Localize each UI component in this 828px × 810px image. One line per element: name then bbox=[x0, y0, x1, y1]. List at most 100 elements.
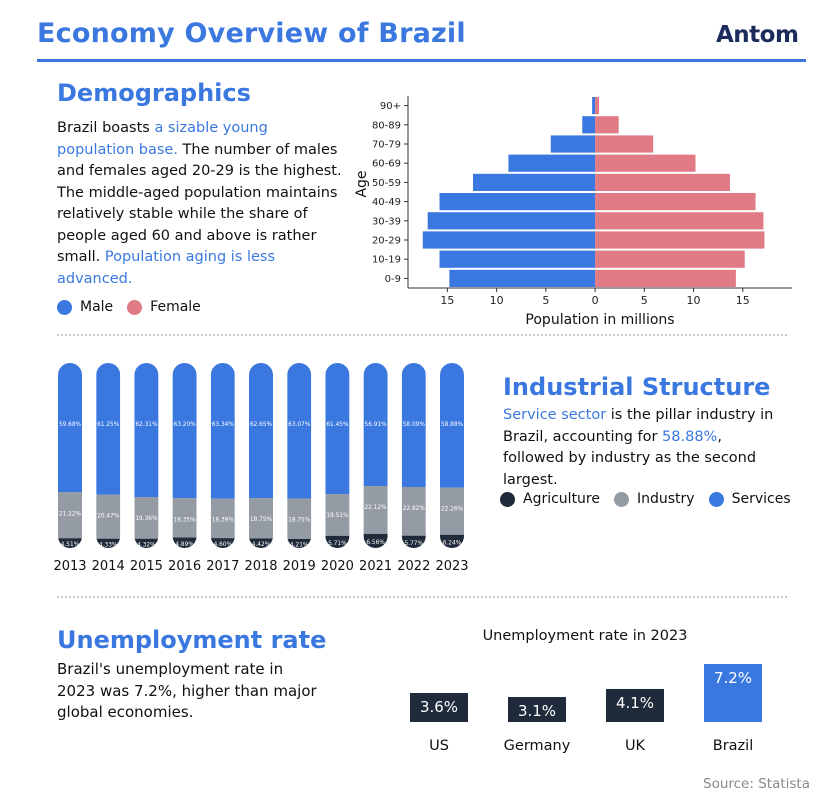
body-text: , followed by industry as the second lar… bbox=[503, 428, 757, 488]
agriculture-label-2016: 4.89% bbox=[175, 542, 194, 548]
bar-male-0-9 bbox=[449, 269, 596, 287]
industry-label-2021: 22.12% bbox=[365, 505, 388, 511]
y-tick-label: 80-89 bbox=[372, 120, 401, 131]
year-label-2023: 2023 bbox=[435, 559, 468, 574]
legend-label: Services bbox=[731, 491, 791, 507]
source-note: Source: Statista bbox=[703, 776, 810, 792]
x-tick-label: 5 bbox=[542, 294, 549, 307]
stack-column-2020 bbox=[325, 363, 350, 548]
year-label-2013: 2013 bbox=[53, 559, 86, 574]
bar-industry-2016 bbox=[172, 498, 197, 538]
bar-agriculture-2018 bbox=[249, 538, 273, 548]
legend-item-services: Services bbox=[708, 491, 791, 507]
section-divider-2 bbox=[57, 596, 787, 598]
value-label-uk: 4.1% bbox=[616, 694, 654, 712]
bar-industry-2015 bbox=[134, 497, 159, 539]
bar-male-50-59 bbox=[472, 173, 596, 191]
category-label-germany: Germany bbox=[504, 738, 571, 754]
y-tick-label: 0-9 bbox=[385, 274, 401, 285]
stack-column-2023 bbox=[440, 363, 464, 548]
unemployment-chart: Unemployment rate in 2023 3.6% US 3.1% Germa… bbox=[410, 628, 762, 754]
services-label-2018: 62.65% bbox=[250, 422, 273, 428]
y-tick-label: 10-19 bbox=[372, 255, 401, 266]
demographics-legend: Male Female bbox=[57, 299, 215, 315]
highlight-text: a sizable young population base. bbox=[57, 120, 268, 158]
industry-label-2023: 22.26% bbox=[441, 507, 464, 513]
y-tick-label: 20-29 bbox=[372, 236, 401, 247]
population-pyramid-chart: 90+ 80-89 70-79 60-69 50-59 40-49 30-39 20-29 10… bbox=[354, 96, 792, 328]
body-text: Brazil boasts bbox=[57, 120, 155, 136]
industry-label-2018: 18.75% bbox=[250, 517, 273, 523]
services-label-2020: 61.45% bbox=[326, 422, 349, 428]
legend-item-female: Female bbox=[127, 299, 201, 315]
bar-agriculture-2013 bbox=[58, 538, 82, 548]
bar-germany bbox=[508, 697, 566, 722]
bar-agriculture-2017 bbox=[210, 538, 235, 548]
industry-label-2017: 18.39% bbox=[212, 518, 235, 524]
industry-label-2014: 20.47% bbox=[97, 514, 120, 520]
services-label-2022: 58.09% bbox=[403, 422, 426, 428]
services-label-2017: 63.34% bbox=[212, 422, 235, 428]
services-label-2013: 59.68% bbox=[59, 422, 82, 428]
unemployment-title: Unemployment rate bbox=[57, 626, 327, 654]
value-label-germany: 3.1% bbox=[518, 702, 556, 720]
agriculture-label-2014: 4.33% bbox=[99, 542, 118, 548]
y-tick-label: 70-79 bbox=[372, 140, 401, 151]
value-label-us: 3.6% bbox=[420, 698, 458, 716]
bar-agriculture-2016 bbox=[172, 537, 197, 548]
bar-services-2023 bbox=[440, 363, 464, 488]
bar-male-80-89 bbox=[582, 116, 596, 134]
stack-column-2019 bbox=[287, 363, 312, 548]
legend-label: Male bbox=[80, 299, 114, 315]
bar-female-80-89 bbox=[595, 116, 619, 134]
industry-label-2016: 18.35% bbox=[174, 517, 197, 523]
services-label-2014: 61.25% bbox=[97, 422, 120, 428]
bar-agriculture-2020 bbox=[325, 535, 350, 548]
agriculture-label-2019: 4.21% bbox=[290, 542, 309, 548]
bar-agriculture-2014 bbox=[96, 538, 121, 548]
bar-industry-2017 bbox=[210, 498, 235, 539]
year-label-2020: 2020 bbox=[321, 559, 354, 574]
services-label-2021: 56.91% bbox=[365, 422, 388, 428]
bar-agriculture-2022 bbox=[401, 535, 426, 548]
legend-swatch bbox=[708, 491, 724, 507]
stack-column-2018 bbox=[249, 363, 273, 548]
stack-column-2013 bbox=[58, 363, 82, 548]
bar-industry-2018 bbox=[249, 498, 273, 539]
year-label-2019: 2019 bbox=[283, 559, 316, 574]
year-label-2017: 2017 bbox=[206, 559, 239, 574]
agriculture-label-2022: 5.77% bbox=[405, 541, 424, 547]
value-label-brazil: 7.2% bbox=[714, 669, 752, 687]
year-label-2022: 2022 bbox=[397, 559, 430, 574]
header-divider bbox=[37, 59, 806, 62]
industry-text: Service sector is the pillar industry in… bbox=[503, 405, 783, 491]
stack-column-2015 bbox=[134, 363, 159, 548]
bar-male-90+ bbox=[592, 97, 596, 115]
legend-label: Industry bbox=[637, 491, 695, 507]
agriculture-label-2017: 4.60% bbox=[214, 542, 233, 548]
agriculture-label-2015: 4.32% bbox=[137, 542, 156, 548]
bar-services-2019 bbox=[287, 363, 312, 499]
services-label-2023: 58.88% bbox=[441, 422, 464, 428]
bar-industry-2022 bbox=[401, 486, 426, 536]
legend-label: Female bbox=[150, 299, 201, 315]
stack-column-2017 bbox=[210, 363, 235, 548]
y-tick-label: 50-59 bbox=[372, 178, 401, 189]
stack-column-2021 bbox=[363, 363, 388, 548]
industry-label-2013: 21.22% bbox=[59, 511, 82, 517]
bar-industry-2014 bbox=[96, 494, 121, 539]
bar-industry-2021 bbox=[363, 486, 388, 534]
bar-female-40-49 bbox=[595, 193, 756, 211]
industry-structure-chart: 59.68% 21.22% 4.51% 2013 61.25% 20.47% 4.33% 20… bbox=[53, 363, 469, 574]
bar-male-20-29 bbox=[422, 231, 596, 249]
unemployment-text: Brazil's unemployment rate in 2023 was 7… bbox=[57, 660, 317, 721]
industry-title: Industrial Structure bbox=[503, 373, 771, 401]
x-tick-label: 10 bbox=[687, 294, 701, 307]
bar-services-2014 bbox=[96, 363, 121, 495]
bar-female-30-39 bbox=[595, 212, 764, 230]
unemployment-chart-title: Unemployment rate in 2023 bbox=[483, 628, 688, 644]
bar-services-2017 bbox=[210, 363, 235, 499]
year-label-2015: 2015 bbox=[130, 559, 163, 574]
y-tick-label: 40-49 bbox=[372, 197, 401, 208]
industry-legend: Agriculture Industry Services bbox=[500, 491, 805, 507]
